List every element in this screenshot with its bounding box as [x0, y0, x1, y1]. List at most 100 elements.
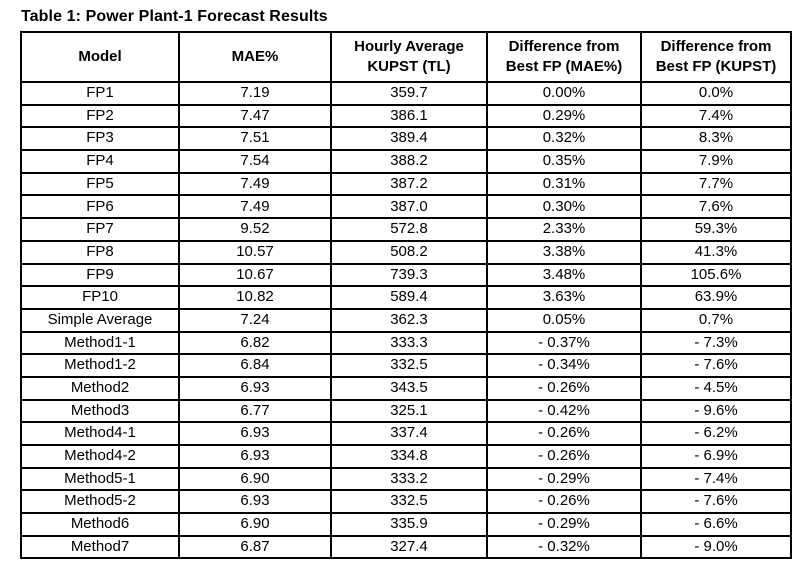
table-cell: 6.87	[178, 534, 332, 560]
table-cell: 0.32%	[486, 126, 642, 152]
table-cell: 59.3%	[640, 217, 792, 242]
table-cell: 6.77	[178, 398, 332, 424]
table-cell: - 0.26%	[486, 489, 642, 515]
table-cell: 10.57	[178, 239, 332, 265]
table-cell: - 6.2%	[640, 421, 792, 446]
table-cell: 739.3	[330, 262, 488, 288]
table-cell: Method5-2	[20, 489, 180, 515]
table-cell: 7.49	[178, 194, 332, 220]
table-cell: 6.93	[178, 375, 332, 401]
table-row: Method6 6.90 335.9- 0.29% - 6.6%	[20, 512, 792, 537]
table-cell: 335.9	[330, 512, 488, 537]
table-row: Method4-2 6.93 334.8- 0.26% - 6.9%	[20, 444, 792, 469]
table-cell: FP3	[20, 126, 180, 152]
table-cell: 3.38%	[486, 239, 642, 265]
table-row: Method4-1 6.93 337.4- 0.26% - 6.2%	[20, 421, 792, 446]
table-cell: 7.47	[178, 103, 332, 129]
table-cell: 0.7%	[640, 307, 792, 333]
table-cell: 7.54	[178, 149, 332, 174]
table-cell: - 0.37%	[486, 330, 642, 356]
table-cell: 7.6%	[640, 194, 792, 220]
table-cell: FP5	[20, 171, 180, 197]
table-row: FP4 7.54 388.2 0.35% 7.9%	[20, 149, 792, 174]
table-cell: - 9.0%	[640, 534, 792, 560]
table-cell: Method6	[20, 512, 180, 537]
table-cell: - 7.6%	[640, 353, 792, 378]
table-cell: 0.35%	[486, 149, 642, 174]
table-row: FP3 7.51 389.4 0.32% 8.3%	[20, 126, 792, 152]
table-cell: 6.82	[178, 330, 332, 356]
table-row: Method5-2 6.93 332.5- 0.26% - 7.6%	[20, 489, 792, 515]
table-cell: 362.3	[330, 307, 488, 333]
table-cell: - 4.5%	[640, 375, 792, 401]
table-cell: 6.93	[178, 444, 332, 469]
table-cell: 9.52	[178, 217, 332, 242]
table-cell: Method5-1	[20, 466, 180, 492]
table-cell: 386.1	[330, 103, 488, 129]
table-cell: FP1	[20, 81, 180, 106]
table-cell: - 0.26%	[486, 421, 642, 446]
table-cell: 334.8	[330, 444, 488, 469]
table-row: FP7 9.52 572.8 2.33% 59.3%	[20, 217, 792, 242]
table-cell: 325.1	[330, 398, 488, 424]
table-cell: 0.00%	[486, 81, 642, 106]
table-row: Simple Average 7.24 362.3 0.05% 0.7%	[20, 307, 792, 333]
table-row: FP6 7.49 387.0 0.30% 7.6%	[20, 194, 792, 220]
table-cell: - 0.29%	[486, 512, 642, 537]
table-cell: 6.84	[178, 353, 332, 378]
table-cell: - 0.42%	[486, 398, 642, 424]
table-cell: 0.30%	[486, 194, 642, 220]
table-cell: 7.4%	[640, 103, 792, 129]
table-cell: 387.2	[330, 171, 488, 197]
table-cell: FP2	[20, 103, 180, 129]
table-cell: 0.31%	[486, 171, 642, 197]
table-cell: - 7.3%	[640, 330, 792, 356]
table-cell: 0.29%	[486, 103, 642, 129]
table-row: FP8 10.57 508.2 3.38% 41.3%	[20, 239, 792, 265]
table-row: Method2 6.93 343.5- 0.26% - 4.5%	[20, 375, 792, 401]
table-cell: 7.24	[178, 307, 332, 333]
table-cell: 388.2	[330, 149, 488, 174]
table-cell: - 0.34%	[486, 353, 642, 378]
table-cell: 332.5	[330, 489, 488, 515]
table-row: FP5 7.49 387.2 0.31% 7.7%	[20, 171, 792, 197]
table-cell: FP9	[20, 262, 180, 288]
table-cell: - 9.6%	[640, 398, 792, 424]
table-cell: 359.7	[330, 81, 488, 106]
table-cell: 589.4	[330, 285, 488, 310]
table-row: Method3 6.77 325.1- 0.42% - 9.6%	[20, 398, 792, 424]
column-header: Model	[20, 31, 180, 83]
table-cell: Method1-2	[20, 353, 180, 378]
table-cell: 572.8	[330, 217, 488, 242]
table-cell: FP7	[20, 217, 180, 242]
table-cell: 333.2	[330, 466, 488, 492]
table-row: Method1-1 6.82 333.3- 0.37% - 7.3%	[20, 330, 792, 356]
table-cell: - 0.26%	[486, 444, 642, 469]
table-cell: 3.48%	[486, 262, 642, 288]
table-cell: 0.05%	[486, 307, 642, 333]
table-row: FP10 10.82 589.4 3.63% 63.9%	[20, 285, 792, 310]
table-cell: - 0.29%	[486, 466, 642, 492]
table-header-row: Model MAE% Hourly Average KUPST (TL) Differ…	[20, 31, 792, 83]
column-header: Difference from Best FP (MAE%)	[486, 31, 642, 83]
table-cell: - 6.6%	[640, 512, 792, 537]
table-cell: - 7.4%	[640, 466, 792, 492]
forecast-results-table: Model MAE% Hourly Average KUPST (TL) Differ…	[20, 31, 792, 560]
table-cell: Method4-2	[20, 444, 180, 469]
column-header: Difference from Best FP (KUPST)	[640, 31, 792, 83]
table-cell: - 0.32%	[486, 534, 642, 560]
table-cell: 333.3	[330, 330, 488, 356]
table-row: Method5-1 6.90 333.2- 0.29% - 7.4%	[20, 466, 792, 492]
table-caption: Table 1: Power Plant-1 Forecast Results	[21, 8, 328, 25]
table-cell: 63.9%	[640, 285, 792, 310]
table-cell: 7.9%	[640, 149, 792, 174]
table-cell: - 6.9%	[640, 444, 792, 469]
table-cell: 389.4	[330, 126, 488, 152]
table-cell: 327.4	[330, 534, 488, 560]
table-cell: 6.93	[178, 489, 332, 515]
table-cell: FP8	[20, 239, 180, 265]
table-cell: Method2	[20, 375, 180, 401]
table-cell: 7.51	[178, 126, 332, 152]
table-cell: 7.49	[178, 171, 332, 197]
table-cell: 6.90	[178, 466, 332, 492]
